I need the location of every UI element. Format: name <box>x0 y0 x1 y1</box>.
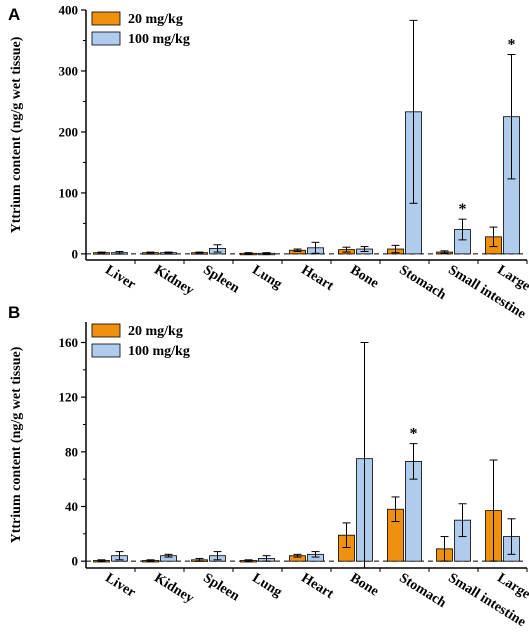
error-bar <box>164 553 173 558</box>
error-bar <box>489 459 498 562</box>
x-category-label: Stomach <box>396 571 448 611</box>
error-bar <box>409 19 418 204</box>
error-bar <box>342 246 351 253</box>
y-tick-label: 120 <box>59 390 79 405</box>
error-bar <box>262 555 271 562</box>
y-tick-label: 400 <box>59 3 79 18</box>
x-category-label: Bone <box>347 571 381 600</box>
error-bar <box>244 252 253 255</box>
legend-label: 100 mg/kg <box>128 32 190 47</box>
significance-marker: * <box>410 426 418 443</box>
x-category-label: Liver <box>102 263 138 293</box>
x-category-label: Stomach <box>396 263 448 303</box>
significance-marker: * <box>459 201 467 218</box>
error-bar <box>146 559 155 562</box>
error-bar <box>391 496 400 523</box>
y-axis-title: Yttrium content (ng/g wet tissue) <box>9 36 24 233</box>
legend-label: 20 mg/kg <box>128 12 183 27</box>
error-bar <box>391 244 400 254</box>
error-bar <box>311 241 320 254</box>
legend-swatch <box>91 11 121 26</box>
error-bar <box>97 251 106 254</box>
error-bar <box>440 250 449 254</box>
error-bar <box>311 551 320 558</box>
y-axis-title: Yttrium content (ng/g wet tissue) <box>9 346 24 543</box>
error-bar <box>409 443 418 480</box>
error-bar <box>360 342 369 569</box>
y-tick-label: 40 <box>65 499 78 514</box>
error-bar <box>115 551 124 561</box>
error-bar <box>293 553 302 558</box>
legend: 20 mg/kg 100 mg/kg <box>91 11 190 47</box>
x-category-label: Kidney <box>151 571 196 607</box>
legend-swatch <box>91 343 121 358</box>
x-category-label: Lung <box>249 263 284 293</box>
y-tick-label: 0 <box>72 246 79 261</box>
error-bar <box>360 246 369 252</box>
panel-label: A <box>8 5 20 24</box>
x-category-label: Heart <box>298 571 336 602</box>
y-tick-label: 0 <box>72 554 79 569</box>
legend-swatch <box>91 31 121 46</box>
error-bar <box>244 559 253 562</box>
error-bar <box>507 518 516 555</box>
error-bar <box>195 251 204 254</box>
error-bar <box>195 557 204 562</box>
legend-label: 20 mg/kg <box>128 324 183 339</box>
error-bar <box>458 218 467 241</box>
error-bar <box>262 252 271 255</box>
error-bar <box>213 244 222 253</box>
error-bar <box>213 551 222 561</box>
y-tick-label: 100 <box>59 185 79 200</box>
error-bar <box>489 226 498 248</box>
error-bar <box>146 251 155 254</box>
x-category-label: Spleen <box>200 571 242 605</box>
chart-panel-b: B 0 40 80 120 160 Yttrium content (ng/g wet ti… <box>8 303 529 631</box>
significance-marker: * <box>508 37 516 54</box>
legend-swatch <box>91 323 121 338</box>
x-category-label: Spleen <box>200 263 242 297</box>
y-tick-label: 200 <box>59 124 79 139</box>
x-category-label: Liver <box>102 571 138 601</box>
error-bar <box>115 250 124 255</box>
y-tick-label: 80 <box>65 444 78 459</box>
panel-label: B <box>8 303 20 322</box>
chart-panel-a: A 0 100 200 300 400 Yttrium content (ng/g wet … <box>8 3 529 323</box>
error-bar <box>293 248 302 252</box>
error-bar <box>164 251 173 254</box>
x-category-label: Heart <box>298 263 336 294</box>
error-bar <box>507 54 516 180</box>
error-bar <box>97 559 106 562</box>
error-bar <box>342 522 351 548</box>
x-category-label: Kidney <box>151 263 196 299</box>
x-category-label: Lung <box>249 571 284 601</box>
error-bar <box>440 536 449 562</box>
y-tick-label: 160 <box>59 335 79 350</box>
legend-label: 100 mg/kg <box>128 344 190 359</box>
x-category-label: Bone <box>347 263 381 292</box>
error-bar <box>458 503 467 538</box>
legend: 20 mg/kg 100 mg/kg <box>91 323 190 359</box>
y-tick-label: 300 <box>59 63 79 78</box>
